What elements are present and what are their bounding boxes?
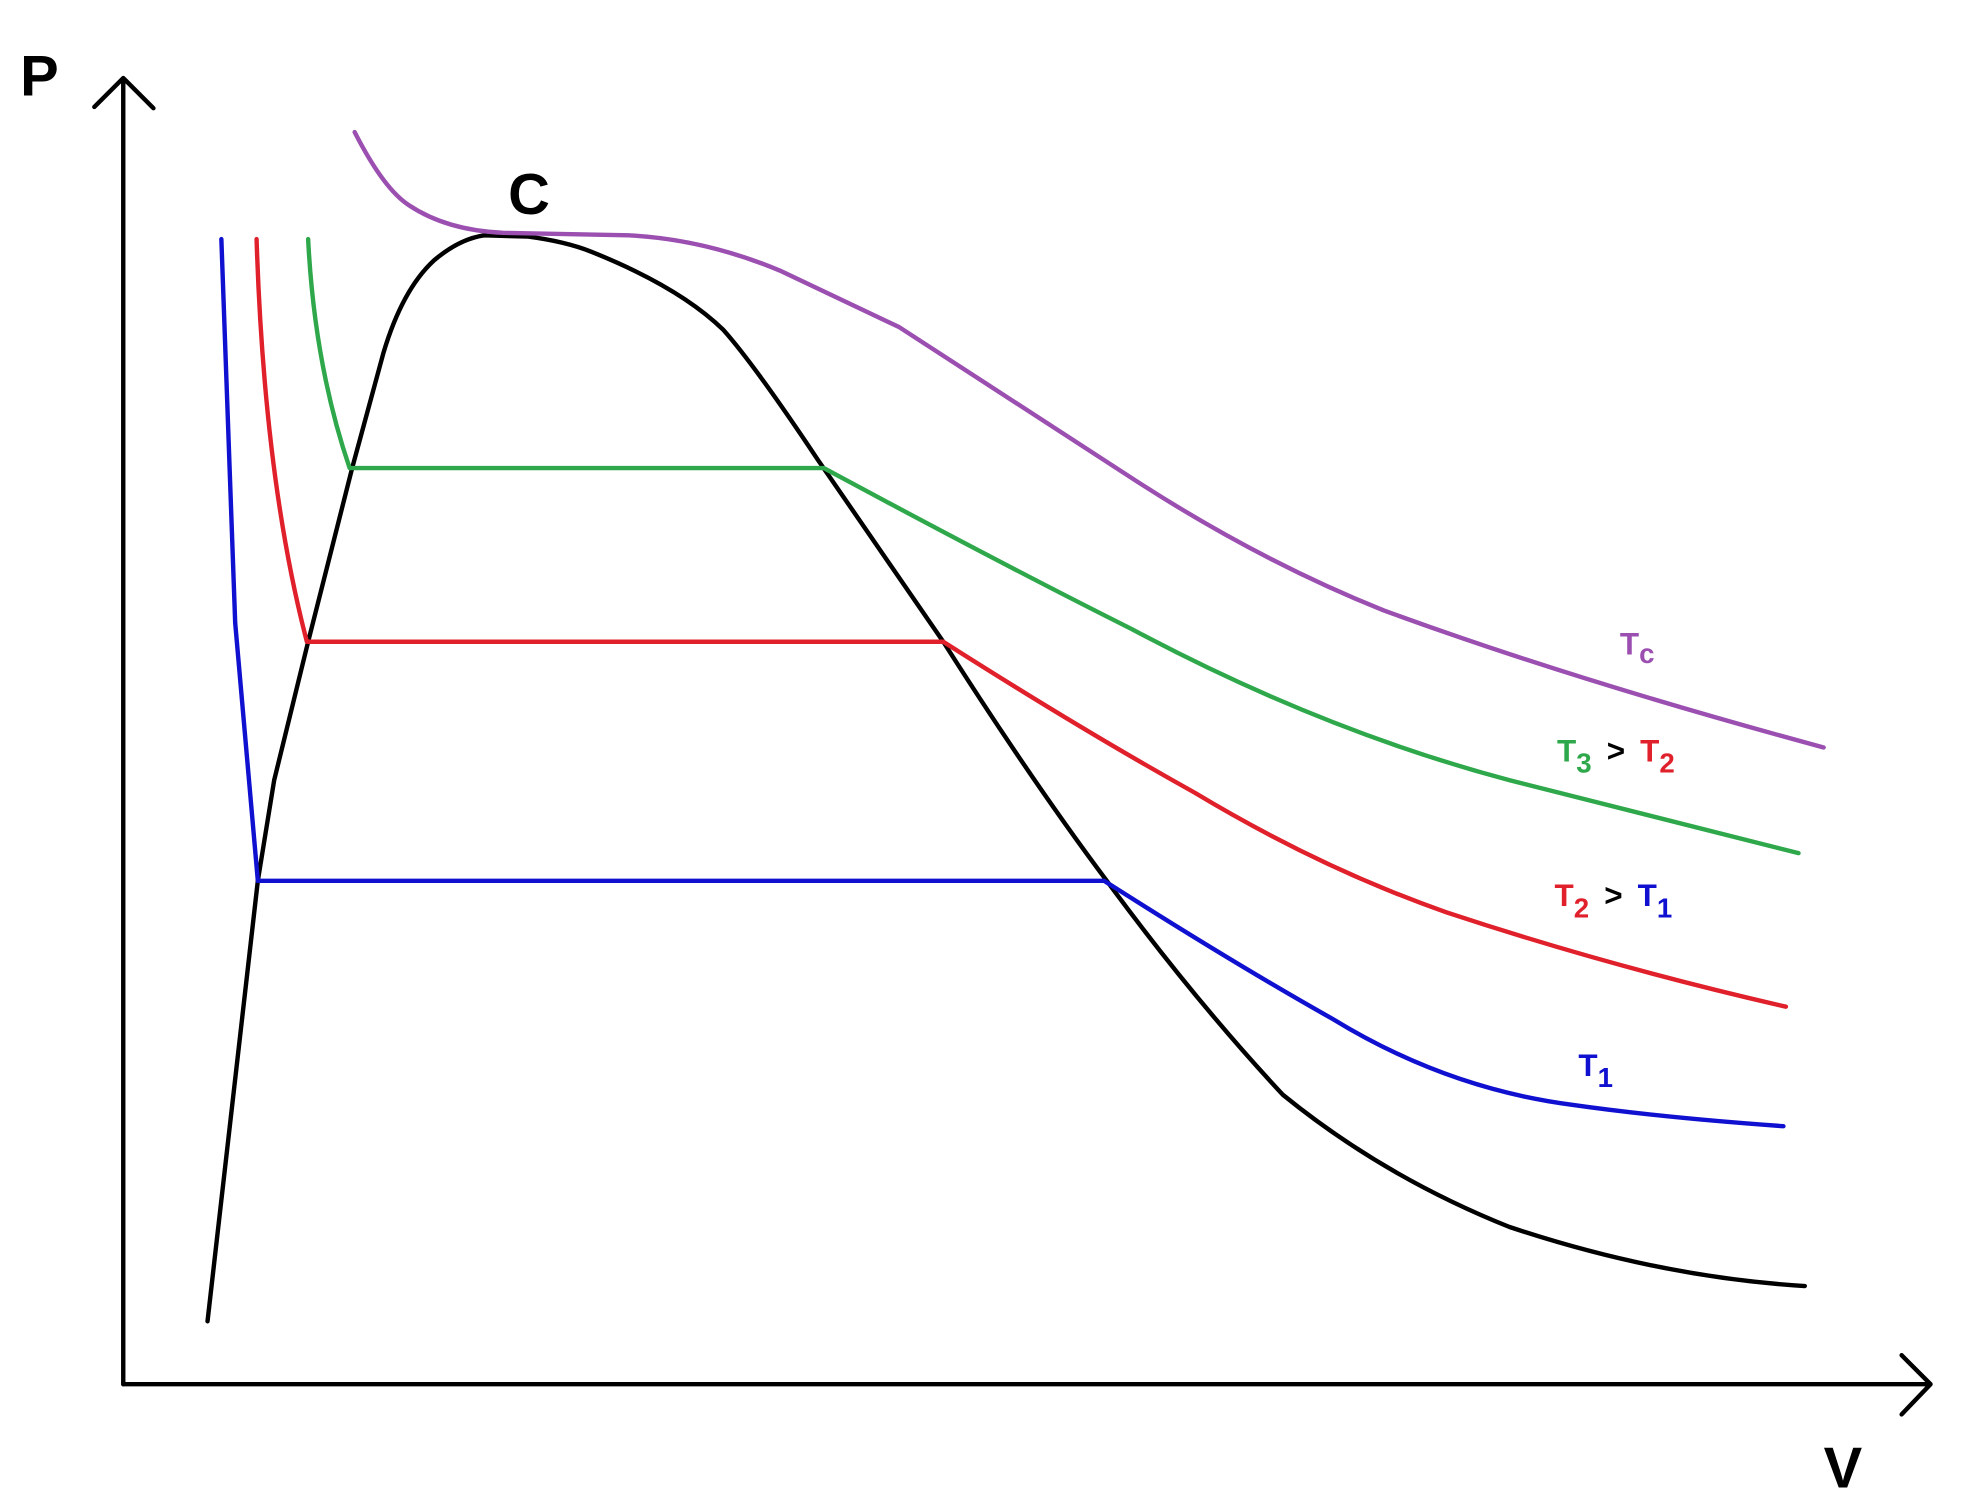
critical-point-label: C (508, 163, 550, 227)
isotherm-label: T2 > T1 (1555, 878, 1673, 923)
label-sub: c (1639, 638, 1654, 669)
isotherm-tc (352, 129, 1826, 750)
x-axis (121, 1353, 1933, 1417)
isotherm-t3 (305, 236, 1801, 856)
label-gt: > (1604, 878, 1622, 913)
label-t: T (1555, 878, 1574, 913)
saturation-dome (205, 233, 1807, 1324)
label-t: T (1640, 733, 1659, 768)
label-sub: 2 (1574, 892, 1589, 923)
y-axis (92, 75, 156, 1387)
label-sub: 1 (1598, 1062, 1613, 1093)
label-t: T (1620, 626, 1639, 661)
label-t: T (1638, 878, 1657, 913)
label-sub: 2 (1659, 748, 1674, 779)
isotherm-t1 (219, 236, 1786, 1129)
label-gt: > (1607, 733, 1625, 768)
label-t: T (1557, 733, 1576, 768)
isotherm-label: Tc (1620, 626, 1655, 669)
isotherm-label: T3 > T2 (1557, 733, 1675, 778)
isotherm-label: T1 (1578, 1048, 1613, 1093)
y-axis-label: P (20, 45, 59, 109)
label-sub: 3 (1576, 748, 1591, 779)
label-sub: 1 (1657, 892, 1672, 923)
x-axis-label: V (1824, 1436, 1863, 1500)
isotherm-t2 (254, 236, 1789, 1009)
label-t: T (1578, 1048, 1597, 1083)
